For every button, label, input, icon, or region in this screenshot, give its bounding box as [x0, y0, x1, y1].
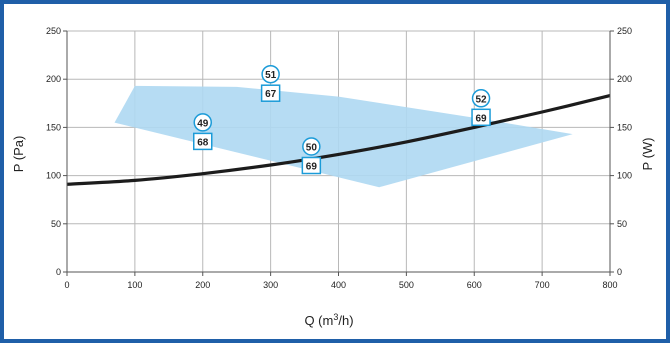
markers: 49 68 51 67 50 69 52 69 — [193, 64, 491, 175]
x-tick-label-8: 800 — [602, 280, 617, 290]
y-right-tick-label-4: 200 — [617, 74, 632, 84]
y-left-tick-label-1: 50 — [51, 219, 61, 229]
marker-box-label-0: 68 — [197, 137, 209, 148]
marker-box-label-3: 69 — [475, 113, 487, 124]
marker-box-label-2: 69 — [306, 162, 318, 173]
y-axis-label-right: P (W) — [640, 138, 655, 171]
x-axis-label-sup: 3 — [333, 312, 338, 322]
y-left-tick-label-5: 250 — [46, 26, 61, 36]
marker-box-3 — [471, 108, 491, 127]
x-tick-label-4: 400 — [331, 280, 346, 290]
x-tick-label-2: 200 — [195, 280, 210, 290]
marker-circle-1 — [261, 64, 280, 84]
y-right-tick-label-0: 0 — [617, 267, 622, 277]
marker-box-0 — [193, 132, 213, 151]
x-tick-label-0: 0 — [64, 280, 69, 290]
x-axis-label-main: Q (m — [304, 313, 333, 328]
x-axis-label-tail: /h) — [338, 313, 353, 328]
y-right-tick-label-5: 250 — [617, 26, 632, 36]
x-tick-label-6: 600 — [467, 280, 482, 290]
marker-box-label-1: 67 — [265, 89, 277, 100]
marker-circle-label-2: 50 — [306, 143, 318, 154]
marker-circle-label-3: 52 — [475, 94, 487, 105]
y-right-tick-label-1: 50 — [617, 219, 627, 229]
marker-circle-label-0: 49 — [197, 118, 209, 129]
y-right-tick-label-3: 150 — [617, 122, 632, 132]
y-right-tick-label-2: 100 — [617, 171, 632, 181]
marker-circle-label-1: 51 — [265, 70, 277, 81]
x-tick-label-7: 700 — [535, 280, 550, 290]
marker-circle-2 — [302, 137, 321, 156]
y-left-tick-label-2: 100 — [46, 171, 61, 181]
marker-box-1 — [260, 84, 281, 102]
marker-box-2 — [301, 156, 322, 175]
y-left-tick-label-4: 200 — [46, 74, 61, 84]
marker-circle-0 — [193, 113, 212, 132]
performance-chart: 0 100 200 300 400 500 600 700 800050100150200250… — [11, 26, 655, 328]
operating-region — [114, 85, 573, 188]
x-tick-label-1: 100 — [127, 280, 142, 290]
y-axis-label-left: P (Pa) — [11, 136, 26, 173]
x-tick-label-3: 300 — [263, 280, 278, 290]
fan-curve — [66, 94, 611, 186]
x-tick-label-5: 500 — [399, 280, 414, 290]
y-left-tick-label-0: 0 — [56, 267, 61, 277]
x-axis-label: Q (m3/h) — [304, 312, 353, 328]
marker-circle-3 — [471, 89, 491, 108]
y-left-tick-label-3: 150 — [46, 122, 61, 132]
tick-labels: 0 100 200 300 400 500 600 700 800050100150200250… — [46, 26, 632, 290]
